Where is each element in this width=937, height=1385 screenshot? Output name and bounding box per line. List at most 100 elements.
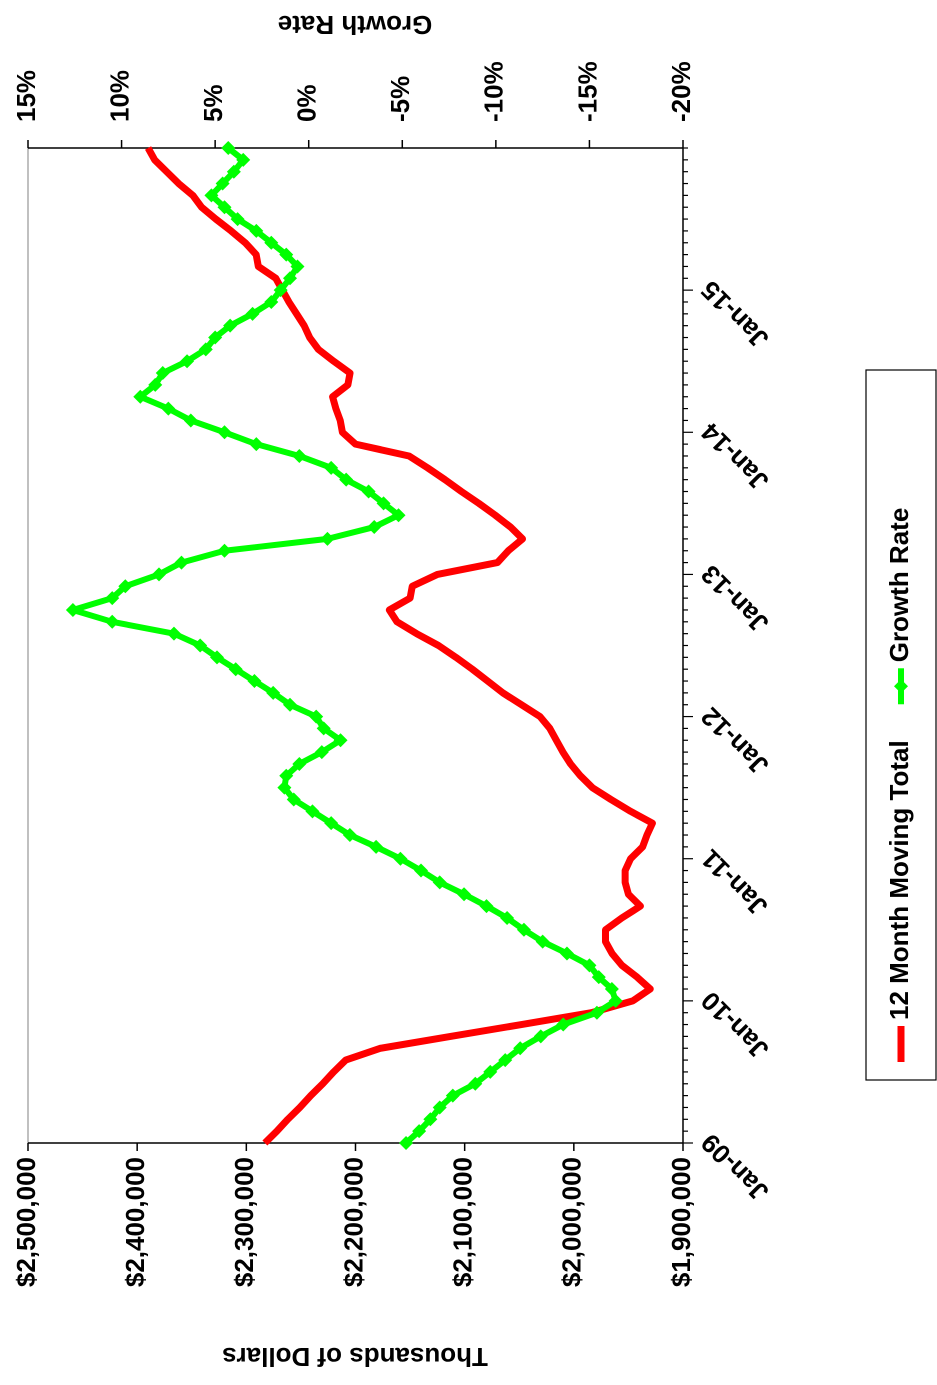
point-marker bbox=[320, 531, 335, 546]
point-marker bbox=[535, 934, 550, 949]
point-marker bbox=[198, 342, 213, 357]
y2-axis-title: Growth Rate bbox=[278, 10, 433, 40]
legend-box bbox=[865, 369, 937, 1081]
point-marker bbox=[391, 508, 406, 523]
point-marker bbox=[105, 614, 120, 629]
point-marker bbox=[223, 318, 238, 333]
point-marker bbox=[457, 887, 472, 902]
y2-tick-label: 15% bbox=[11, 70, 41, 122]
y2-tick-label: -20% bbox=[666, 61, 696, 122]
point-marker bbox=[500, 910, 515, 925]
point-marker bbox=[399, 1136, 414, 1150]
point-marker bbox=[290, 259, 305, 274]
point-marker bbox=[210, 650, 225, 665]
point-marker bbox=[133, 389, 148, 404]
point-marker bbox=[193, 638, 208, 653]
series-line bbox=[69, 145, 619, 1146]
point-marker bbox=[286, 792, 301, 807]
point-marker bbox=[333, 733, 348, 748]
point-marker bbox=[498, 1053, 513, 1068]
point-marker bbox=[591, 970, 606, 985]
x-tick-label: Jan-11 bbox=[695, 844, 773, 922]
point-marker bbox=[445, 1088, 460, 1103]
point-marker bbox=[516, 922, 531, 937]
x-tick-label: Jan-15 bbox=[695, 275, 774, 354]
point-marker bbox=[249, 223, 264, 238]
point-marker bbox=[513, 1041, 528, 1056]
series-line bbox=[145, 146, 656, 1146]
point-marker bbox=[221, 141, 236, 155]
point-marker bbox=[432, 1100, 447, 1115]
point-marker bbox=[180, 354, 195, 369]
point-marker bbox=[292, 448, 307, 463]
point-marker bbox=[393, 851, 408, 866]
point-marker bbox=[217, 425, 232, 440]
x-tick-label: Jan-12 bbox=[695, 701, 774, 780]
point-marker bbox=[152, 567, 166, 582]
point-marker bbox=[283, 697, 297, 712]
point-marker bbox=[432, 875, 447, 890]
y-tick-label: $2,300,000 bbox=[229, 1157, 259, 1287]
point-marker bbox=[155, 366, 170, 381]
point-marker bbox=[247, 674, 262, 689]
point-marker bbox=[376, 496, 391, 511]
y2-tick-label: -10% bbox=[479, 61, 509, 122]
point-marker bbox=[166, 626, 181, 641]
point-marker bbox=[174, 555, 189, 570]
point-marker bbox=[559, 946, 574, 961]
point-marker bbox=[305, 804, 320, 819]
point-marker bbox=[215, 176, 230, 191]
point-marker bbox=[309, 709, 324, 724]
point-marker bbox=[324, 816, 339, 831]
point-marker bbox=[277, 780, 292, 795]
y-tick-label: $2,200,000 bbox=[338, 1157, 368, 1287]
point-marker bbox=[118, 579, 133, 594]
x-tick-label: Jan-09 bbox=[695, 1128, 774, 1207]
point-marker bbox=[217, 200, 232, 215]
point-marker bbox=[148, 377, 163, 392]
y-tick-label: $2,100,000 bbox=[448, 1157, 478, 1287]
point-marker bbox=[604, 982, 619, 997]
point-marker bbox=[589, 1005, 604, 1020]
y-axis-title: Thousands of Dollars bbox=[222, 1342, 488, 1372]
y2-tick-label: 10% bbox=[104, 70, 134, 122]
y2-tick-label: 5% bbox=[198, 84, 228, 122]
point-marker bbox=[226, 164, 241, 179]
x-tick-label: Jan-10 bbox=[695, 986, 774, 1065]
point-marker bbox=[161, 401, 176, 416]
point-marker bbox=[105, 591, 120, 606]
point-marker bbox=[292, 756, 307, 771]
point-marker bbox=[266, 685, 281, 700]
point-marker bbox=[314, 745, 329, 760]
x-tick-label: Jan-13 bbox=[695, 559, 774, 638]
point-marker bbox=[236, 152, 251, 167]
legend-marker bbox=[894, 679, 908, 694]
point-marker bbox=[608, 993, 623, 1008]
point-marker bbox=[423, 1112, 438, 1127]
point-marker bbox=[339, 472, 354, 487]
point-marker bbox=[249, 437, 264, 452]
point-marker bbox=[479, 899, 494, 914]
y-tick-label: $2,400,000 bbox=[120, 1157, 150, 1287]
point-marker bbox=[65, 602, 80, 617]
x-tick-label: Jan-14 bbox=[695, 417, 775, 497]
y-tick-label: $2,500,000 bbox=[11, 1157, 41, 1287]
legend-label: 12 Month Moving Total bbox=[884, 740, 914, 1020]
point-marker bbox=[412, 1124, 427, 1139]
point-marker bbox=[264, 235, 279, 250]
point-marker bbox=[183, 413, 198, 428]
point-marker bbox=[468, 1076, 483, 1091]
point-marker bbox=[230, 212, 245, 227]
y-tick-label: $2,000,000 bbox=[557, 1157, 587, 1287]
point-marker bbox=[369, 839, 384, 854]
y2-tick-label: -15% bbox=[572, 61, 602, 122]
point-marker bbox=[342, 828, 357, 843]
point-marker bbox=[367, 520, 382, 535]
point-marker bbox=[245, 306, 260, 321]
point-marker bbox=[217, 543, 232, 558]
point-marker bbox=[264, 294, 279, 309]
point-marker bbox=[414, 863, 428, 878]
